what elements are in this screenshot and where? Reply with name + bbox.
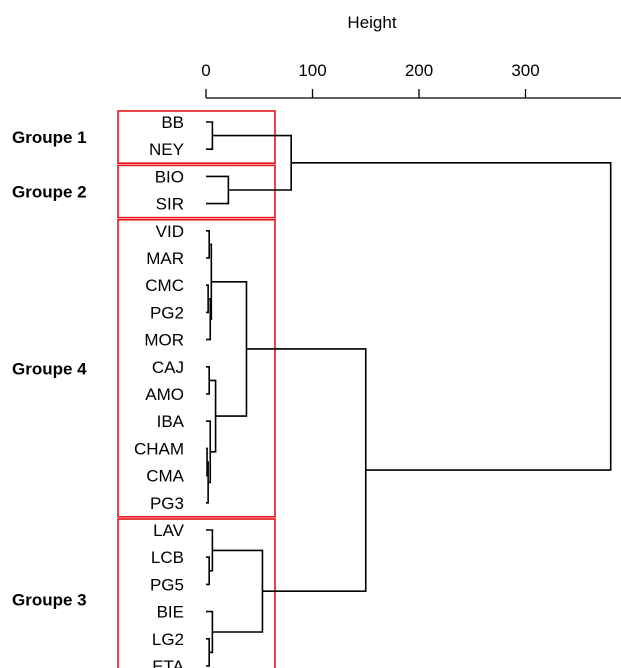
tree-link: [211, 280, 248, 417]
leaf-label: CMA: [146, 467, 184, 486]
leaf-label: PG2: [150, 303, 184, 322]
leaf-label: SIR: [156, 195, 184, 214]
leaf-label: LAV: [153, 521, 185, 540]
leaf-label: MAR: [146, 249, 184, 268]
tree-link: [212, 549, 264, 633]
tree-link: [206, 556, 210, 586]
height-axis: 0 100 200 300: [201, 61, 621, 99]
group-label: Groupe 2: [12, 183, 87, 202]
tree-link: [206, 230, 210, 259]
leaf-label: PG3: [150, 494, 184, 513]
group-label: Groupe 4: [12, 359, 87, 378]
leaf-labels: BB NEY BIO SIR VID MAR CMC PG2 MOR CAJ AMO IBA CHAM C…: [134, 113, 185, 668]
group-label: Groupe 3: [12, 591, 87, 610]
group-box: [117, 110, 276, 165]
axis-title: Height: [347, 13, 396, 32]
group-box: [117, 164, 276, 219]
tree-link: [291, 162, 612, 471]
leaf-label: VID: [156, 222, 184, 241]
leaf-label: BIE: [157, 603, 184, 622]
tick-label: 0: [201, 61, 210, 80]
tree-links: [206, 121, 612, 667]
tree-link: [246, 348, 367, 593]
leaf-label: NEY: [149, 140, 184, 159]
leaf-label: LCB: [151, 548, 184, 567]
tree-link: [206, 175, 230, 205]
tick-label: 100: [298, 61, 326, 80]
tree-link: [206, 284, 209, 314]
leaf-label: BIO: [155, 167, 184, 186]
group-labels: Groupe 1 Groupe 2 Groupe 4 Groupe 3: [12, 128, 87, 609]
leaf-label: BB: [161, 113, 184, 132]
tree-link: [206, 637, 210, 667]
leaf-label: CMC: [145, 276, 184, 295]
leaf-label: CAJ: [152, 358, 184, 377]
tick-label: 200: [405, 61, 433, 80]
group-box: [117, 518, 276, 668]
tick-label: 300: [511, 61, 539, 80]
leaf-label: CHAM: [134, 439, 184, 458]
tree-link: [206, 365, 210, 395]
leaf-label: AMO: [145, 385, 184, 404]
group-boxes: [117, 110, 276, 668]
group-box: [117, 219, 276, 518]
leaf-label: ETA: [152, 657, 184, 668]
leaf-label: LG2: [152, 630, 184, 649]
tree-link: [206, 447, 208, 477]
leaf-label: IBA: [157, 412, 185, 431]
group-label: Groupe 1: [12, 128, 87, 147]
leaf-label: PG5: [150, 575, 184, 594]
tree-link: [206, 121, 214, 150]
leaf-label: MOR: [144, 331, 184, 350]
